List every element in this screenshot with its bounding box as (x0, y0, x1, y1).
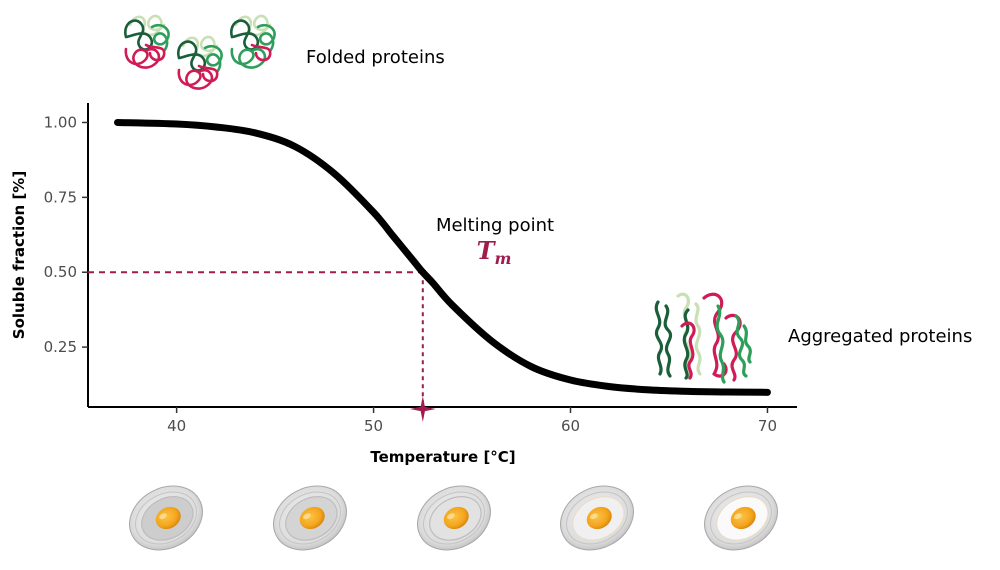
axes (87, 103, 797, 408)
y-ticks: 0.25 0.50 0.75 1.00 (44, 113, 88, 356)
folded-protein-icon (124, 14, 170, 69)
fried-egg-icon (129, 485, 203, 551)
y-tick-label: 0.25 (44, 338, 77, 356)
tm-label: Tm (477, 236, 512, 268)
fried-egg-row (129, 485, 778, 551)
melting-point-label: Melting point (436, 215, 554, 236)
egg-yolk-highlight (590, 513, 598, 520)
egg-yolk-highlight (734, 513, 742, 520)
series-line-soluble-fraction (114, 118, 771, 396)
plate-rim (566, 491, 628, 545)
y-axis-title: Soluble fraction [%] (10, 171, 28, 339)
x-tick-label: 70 (758, 417, 777, 435)
folded-proteins-label: Folded proteins (306, 47, 445, 68)
fried-egg-icon (560, 485, 634, 551)
tm-symbol: T (477, 236, 497, 265)
y-tick-label: 1.00 (44, 113, 77, 131)
tm-subscript: m (494, 249, 511, 268)
y-tick-label: 0.50 (44, 263, 77, 281)
aggregated-protein-icon (654, 292, 752, 384)
egg-yolk-shape (730, 506, 756, 530)
egg-yolk-highlight (159, 513, 167, 520)
egg-yolk-highlight (447, 513, 455, 520)
x-tick-label: 40 (167, 417, 186, 435)
x-ticks: 40 50 60 70 (167, 407, 777, 435)
melting-point-star-marker (409, 396, 436, 422)
y-tick-label: 0.75 (44, 188, 77, 206)
folded-protein-icon (230, 14, 276, 69)
folded-protein-icon (177, 35, 223, 90)
plate-rim (423, 491, 485, 545)
x-tick-label: 50 (364, 417, 383, 435)
melting-point-guides (88, 271, 424, 407)
fried-egg-icon (417, 485, 491, 551)
egg-yolk-shape (443, 506, 469, 530)
egg-yolk-shape (155, 506, 181, 530)
aggregated-proteins-label: Aggregated proteins (788, 326, 972, 347)
plate-rim (279, 491, 341, 545)
egg-yolk-highlight (303, 513, 311, 520)
fried-egg-icon (273, 485, 347, 551)
plate-rim (710, 491, 772, 545)
x-axis-title: Temperature [°C] (370, 448, 515, 466)
plate-rim (135, 491, 197, 545)
egg-yolk-shape (586, 506, 612, 530)
egg-yolk-shape (299, 506, 325, 530)
x-tick-label: 60 (561, 417, 580, 435)
fried-egg-icon (704, 485, 778, 551)
